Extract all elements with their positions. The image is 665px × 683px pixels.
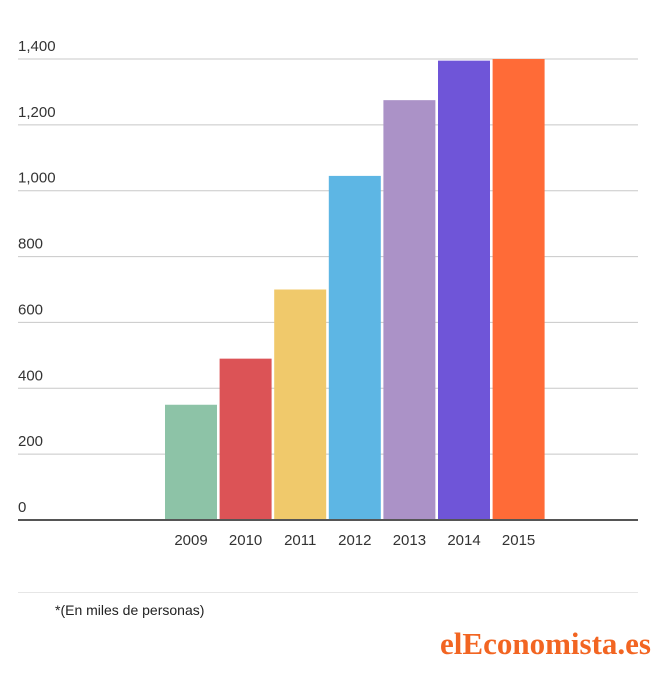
- bar-2012: [328, 175, 381, 520]
- bar-2011: [274, 289, 327, 520]
- x-tick-label: 2010: [229, 532, 262, 549]
- y-tick-label: 800: [18, 236, 43, 253]
- footnote: *(En miles de personas): [55, 602, 205, 618]
- y-tick-label: 1,200: [18, 104, 56, 121]
- bar-chart: 0 200 400 600 800 1,000 1,200 1,400 2009 2010 201…: [18, 38, 638, 549]
- bar-2014: [438, 60, 490, 521]
- bar-2010: [219, 358, 272, 520]
- brand-logo: elEconomista.es: [440, 626, 651, 661]
- footer-divider: [18, 592, 638, 593]
- bar-2009: [165, 404, 217, 520]
- x-tick-label: 2012: [338, 532, 371, 549]
- y-tick-label: 400: [18, 367, 43, 384]
- x-tick-label: 2015: [502, 532, 535, 549]
- x-tick-label: 2011: [284, 532, 316, 549]
- y-tick-label: 600: [18, 301, 43, 318]
- y-tick-label: 200: [18, 433, 43, 450]
- y-tick-label: 0: [18, 499, 26, 516]
- x-axis-ticks: 2009 2010 2011 2012 2013 2014 2015: [174, 532, 535, 549]
- y-axis-ticks: 0 200 400 600 800 1,000 1,200 1,400: [18, 38, 56, 516]
- gridlines: [18, 58, 638, 455]
- x-tick-label: 2009: [174, 532, 207, 549]
- x-tick-label: 2014: [447, 532, 480, 549]
- bar-2013: [383, 100, 436, 521]
- y-tick-label: 1,000: [18, 170, 56, 187]
- y-tick-label: 1,400: [18, 38, 56, 55]
- bar-2015: [492, 59, 545, 520]
- x-tick-label: 2013: [393, 532, 426, 549]
- bars: [165, 59, 545, 521]
